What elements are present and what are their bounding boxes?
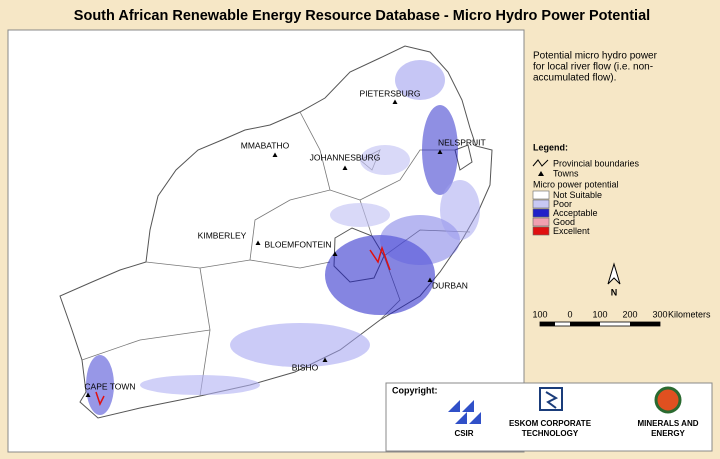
- town-marker: [322, 357, 328, 362]
- town-marker: [272, 152, 278, 157]
- legend-swatch: [532, 199, 550, 209]
- town-marker: [85, 392, 91, 397]
- map: PIETERSBURG MMABATHO JOHANNESBURG NELSPRUIT…: [59, 45, 493, 419]
- legend-swatch: [532, 208, 550, 218]
- town-marker: [255, 240, 261, 245]
- legend-title: Legend:: [533, 142, 568, 152]
- title: South African Renewable Energy Resource …: [74, 8, 650, 24]
- scale-label: 300: [652, 309, 667, 319]
- csir-logo: [448, 400, 481, 424]
- town-marker: [342, 165, 348, 170]
- city-label: NELSPRUIT: [438, 137, 486, 147]
- eskom-mark: [545, 391, 559, 409]
- north-label: N: [611, 287, 618, 297]
- legend-swatch: [532, 217, 550, 227]
- town-marker: [427, 277, 433, 282]
- country-outline: [59, 45, 493, 419]
- description-line: Potential micro hydro power: [533, 51, 658, 62]
- town-marker: [437, 149, 443, 154]
- scale-label: 0: [567, 309, 572, 319]
- town-symbol: [538, 171, 544, 176]
- legend-class-label: Good: [553, 217, 575, 227]
- city-label: JOHANNESBURG: [310, 152, 381, 162]
- logo-labels: CSIR ESKOM CORPORATE TECHNOLOGY MINERALS AN…: [454, 419, 698, 438]
- description-line: accumulated flow).: [533, 73, 616, 84]
- scale-label: 200: [622, 309, 637, 319]
- logo-label: ESKOM CORPORATE TECHNOLOGY: [509, 419, 592, 438]
- legend-class-label: Excellent: [553, 226, 590, 236]
- hydro-potential: [86, 60, 480, 415]
- cities: PIETERSBURG MMABATHO JOHANNESBURG NELSPRUIT…: [84, 88, 486, 397]
- logo-label: MINERALS AND ENERGY: [637, 419, 698, 438]
- scale-unit: Kilometers: [668, 309, 711, 319]
- city-label: KIMBERLEY: [198, 230, 247, 240]
- city-label: DURBAN: [432, 280, 468, 290]
- boundary-symbol: [532, 159, 549, 167]
- swaziland: [454, 144, 473, 171]
- minerals-logo: [654, 386, 682, 414]
- scale-bar: 100 0 100 200 300 Kilometers: [532, 309, 711, 327]
- description-line: for local river flow (i.e. non-: [533, 62, 653, 73]
- scale-label: 100: [532, 309, 547, 319]
- legend-swatch: [532, 226, 550, 236]
- north-arrow: [607, 262, 621, 285]
- town-marker: [332, 251, 338, 256]
- town-marker: [392, 99, 398, 104]
- copyright-title: Copyright:: [392, 385, 438, 395]
- city-label: PIETERSBURG: [360, 88, 421, 98]
- legend-class-label: Not Suitable: [553, 190, 602, 200]
- legend-classes-title: Micro power potential: [533, 179, 619, 189]
- city-label: MMABATHO: [241, 140, 290, 150]
- eskom-logo: [539, 387, 563, 411]
- city-label: BLOEMFONTEIN: [264, 239, 331, 249]
- legend-class-label: Poor: [553, 199, 572, 209]
- legend-boundaries: Provincial boundaries: [553, 158, 640, 168]
- city-label: CAPE TOWN: [84, 381, 135, 391]
- legend-towns: Towns: [553, 168, 579, 178]
- legend-class-label: Acceptable: [553, 208, 598, 218]
- legend-swatch: [532, 190, 550, 200]
- city-label: BISHO: [292, 362, 319, 372]
- scale-label: 100: [592, 309, 607, 319]
- logo-label: CSIR: [454, 429, 473, 438]
